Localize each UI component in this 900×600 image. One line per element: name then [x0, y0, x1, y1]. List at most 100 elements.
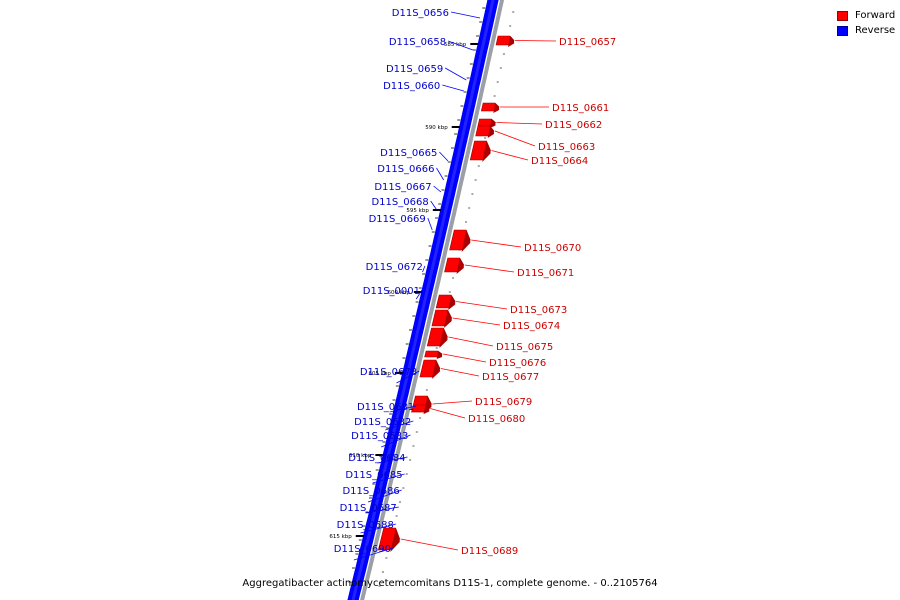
reverse-gene-leader — [433, 185, 442, 193]
forward-gene-leader — [464, 264, 515, 273]
forward-gene-leader — [442, 353, 487, 363]
forward-gene-label: D11S_0689 — [461, 546, 518, 557]
forward-gene-leader — [400, 538, 459, 551]
forward-gene-shade — [439, 328, 448, 348]
tick-label: 600 kbp — [387, 290, 410, 296]
reverse-gene-label: D11S_0660 — [383, 81, 440, 92]
forward-gene-shade — [461, 230, 471, 252]
forward-gene-leader — [515, 40, 557, 42]
reverse-gene-label: D11S_0682 — [354, 417, 411, 428]
legend-item-reverse: Reverse — [837, 23, 895, 38]
forward-gene-shade — [423, 405, 430, 414]
forward-gene-shade — [443, 310, 452, 328]
forward-gene-shade — [493, 103, 500, 113]
reverse-gene-leader — [353, 547, 394, 561]
reverse-gene-label: D11S_0685 — [345, 470, 402, 481]
reverse-gene-leader — [360, 523, 396, 534]
reverse-gene-leader — [396, 370, 420, 384]
reverse-gene-label: D11S_0690 — [334, 544, 391, 555]
tick-label: 610 kbp — [349, 453, 372, 459]
reverse-gene-label: D11S_0665 — [380, 148, 437, 159]
reverse-gene-leader — [450, 11, 481, 19]
legend-item-forward: Forward — [837, 8, 895, 23]
forward-gene-shade — [431, 360, 440, 379]
genome-backbone — [347, 0, 505, 600]
reverse-gene-label: D11S_0681 — [357, 402, 414, 413]
forward-gene-shade — [448, 295, 456, 310]
legend: Forward Reverse — [837, 8, 895, 38]
reverse-gene-leader — [436, 167, 445, 181]
reverse-genes: D11S_0656 D11S_0658 D11S_0659 D11S_0660 D11S… — [334, 8, 481, 561]
forward-gene-label: D11S_0671 — [517, 268, 574, 279]
genome-caption: Aggregatibacter actinomycetemcomitans D1… — [242, 578, 658, 589]
legend-label-reverse: Reverse — [855, 25, 896, 36]
forward-gene-label: D11S_0676 — [489, 358, 546, 369]
reverse-gene-leader — [367, 489, 402, 503]
tick-label: 590 kbp — [425, 125, 448, 131]
forward-gene-leader — [456, 301, 508, 310]
forward-gene-shade — [456, 258, 464, 274]
reverse-swatch — [837, 25, 848, 36]
forward-gene-shade — [489, 119, 496, 128]
reverse-gene-label: D11S_0667 — [374, 182, 431, 193]
reverse-gene-label: D11S_0666 — [377, 164, 434, 175]
backbone-outer-line — [360, 0, 505, 600]
forward-gene-leader — [430, 408, 466, 419]
reverse-gene-leader — [415, 289, 423, 300]
tick-label: 585 kbp — [444, 42, 467, 48]
forward-gene-label: D11S_0675 — [496, 342, 553, 353]
forward-gene-shade — [482, 141, 491, 162]
forward-gene-leader — [432, 400, 473, 405]
reverse-gene-label: D11S_0658 — [389, 37, 446, 48]
reverse-gene-label: D11S_0672 — [366, 262, 423, 273]
reverse-gene-leader — [389, 405, 417, 413]
forward-gene-label: D11S_0674 — [503, 321, 560, 332]
reverse-gene-leader — [372, 473, 405, 484]
forward-gene-label: D11S_0657 — [559, 37, 616, 48]
reverse-gene-label: D11S_0659 — [386, 64, 443, 75]
tick-label: 615 kbp — [329, 534, 352, 540]
reverse-gene-leader — [447, 40, 474, 51]
forward-gene-label: D11S_0663 — [538, 142, 595, 153]
forward-gene-shade — [436, 351, 443, 359]
forward-gene-label: D11S_0679 — [475, 397, 532, 408]
forward-gene-shade — [390, 528, 400, 552]
forward-gene-leader — [452, 317, 501, 326]
reverse-gene-label: D11S_0001 — [363, 286, 420, 297]
forward-genes: D11S_0657 D11S_0661 D11S_0662 D11S_0663 D11S… — [377, 35, 616, 557]
forward-gene-label: D11S_0670 — [524, 243, 581, 254]
forward-gene-leader — [471, 239, 522, 248]
reverse-gene-label: D11S_0686 — [342, 486, 399, 497]
reverse-strand-highlight — [351, 0, 495, 600]
reverse-gene-label: D11S_0683 — [351, 431, 408, 442]
forward-gene-leader — [496, 122, 543, 125]
forward-swatch — [837, 10, 848, 21]
reverse-gene-label: D11S_0684 — [348, 453, 405, 464]
forward-gene-leader — [491, 150, 529, 161]
forward-gene-label: D11S_0661 — [552, 103, 609, 114]
scale-ticks: 585 kbp 590 kbp 595 kbp 600 kbp 605 kbp 610 k… — [329, 7, 515, 587]
forward-gene-leader — [494, 130, 536, 147]
tick-label: 605 kbp — [368, 371, 391, 377]
forward-gene-label: D11S_0662 — [545, 120, 602, 131]
forward-gene-label: D11S_0664 — [531, 156, 588, 167]
reverse-gene-leader — [422, 265, 426, 273]
reverse-gene-label: D11S_0687 — [340, 503, 397, 514]
forward-gene-leader — [448, 336, 494, 347]
forward-gene-label: D11S_0677 — [482, 372, 539, 383]
reverse-gene-leader — [365, 506, 399, 514]
reverse-gene-label: D11S_0656 — [392, 8, 449, 19]
reverse-gene-label: D11S_0669 — [369, 214, 426, 225]
reverse-gene-leader — [445, 67, 467, 81]
forward-gene-label: D11S_0680 — [468, 414, 525, 425]
forward-gene-shade — [487, 126, 494, 138]
reverse-gene-label: D11S_0668 — [371, 197, 428, 208]
reverse-gene-leader — [430, 200, 438, 211]
forward-gene-label: D11S_0673 — [510, 305, 567, 316]
reverse-gene-leader — [381, 434, 411, 448]
forward-gene-shade — [508, 36, 515, 47]
tick-label: 595 kbp — [406, 208, 429, 214]
legend-label-forward: Forward — [855, 10, 896, 21]
reverse-gene-label: D11S_0688 — [337, 520, 394, 531]
